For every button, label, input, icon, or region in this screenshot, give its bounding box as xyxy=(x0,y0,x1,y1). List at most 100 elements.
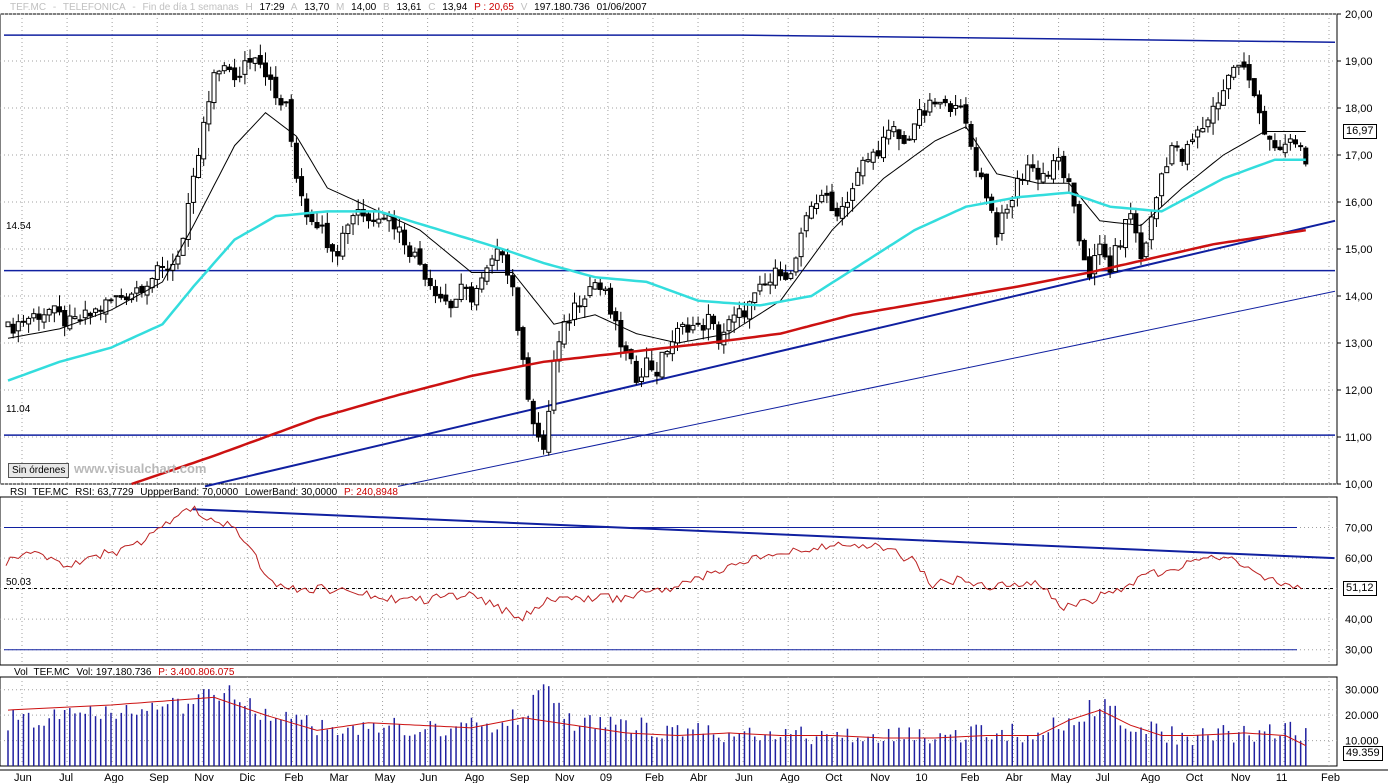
grid xyxy=(21,14,1330,766)
candle-body xyxy=(273,76,279,99)
candle-body xyxy=(1236,64,1242,68)
candle-body xyxy=(937,101,943,105)
candle-body xyxy=(1092,255,1098,275)
rsi-p: P: 240,8948 xyxy=(344,487,398,498)
candle-body xyxy=(324,222,330,249)
candle-body xyxy=(1076,204,1082,242)
candle-body xyxy=(1138,232,1144,260)
candle-body xyxy=(67,315,73,330)
candle-body xyxy=(1282,143,1288,154)
candle-body xyxy=(947,103,953,113)
candle-body xyxy=(206,101,212,125)
header-p: P : 20,65 xyxy=(474,2,514,13)
candle-body xyxy=(1164,166,1170,174)
candle-body xyxy=(1081,239,1087,261)
candle-body xyxy=(556,341,562,362)
candle-body xyxy=(1040,172,1046,183)
candle-body xyxy=(705,313,711,330)
y-tick-label: 19,00 xyxy=(1345,56,1373,68)
x-tick-label: Abr xyxy=(690,772,707,783)
x-tick-label: Mar xyxy=(329,772,348,783)
candle-body xyxy=(731,314,737,323)
candle-body xyxy=(93,308,99,313)
candle-body xyxy=(494,248,500,261)
rsi-y-tick-label: 70,00 xyxy=(1345,523,1373,535)
vol-p: P: 3.400.806.075 xyxy=(158,667,235,678)
candle-body xyxy=(87,312,93,317)
moving-average-line xyxy=(131,228,1306,486)
candle-body xyxy=(839,205,845,219)
rsi-value: RSI: 63,7729 xyxy=(75,487,134,498)
candle-body xyxy=(875,150,881,157)
candle-body xyxy=(1210,105,1216,124)
candle-body xyxy=(690,324,696,331)
candle-body xyxy=(314,222,320,229)
level-label-lower: 11.04 xyxy=(6,404,31,415)
candle-body xyxy=(381,217,387,220)
candle-body xyxy=(422,264,428,280)
candle-body xyxy=(577,305,583,308)
orders-status-badge[interactable]: Sin órdenes xyxy=(8,463,70,478)
candle-body xyxy=(335,251,341,257)
candle-body xyxy=(257,55,263,65)
candle-body xyxy=(515,287,521,331)
candle-body xyxy=(881,136,886,159)
x-tick-label: Sep xyxy=(510,772,530,783)
candle-body xyxy=(5,321,11,328)
candle-body xyxy=(407,245,413,257)
y-tick-label: 20,00 xyxy=(1345,9,1373,21)
candle-body xyxy=(793,257,799,273)
panel-frame xyxy=(0,676,1338,767)
candles xyxy=(5,44,1309,456)
candle-body xyxy=(484,267,490,282)
x-tick-label: Oct xyxy=(825,772,842,783)
last-volume-tag: 49.359 xyxy=(1343,746,1383,761)
candle-body xyxy=(711,315,717,325)
candle-body xyxy=(716,324,722,344)
x-tick-label: Sep xyxy=(149,772,169,783)
candle-body xyxy=(1050,160,1056,180)
x-tick-label: Nov xyxy=(555,772,575,783)
header-high: 14,00 xyxy=(351,2,377,13)
candle-body xyxy=(185,202,191,240)
header-period: Fin de día 1 semanas xyxy=(142,2,239,13)
candle-body xyxy=(299,176,305,197)
candle-body xyxy=(329,244,335,252)
candle-body xyxy=(1087,256,1092,278)
candle-body xyxy=(57,306,62,313)
candle-body xyxy=(680,323,686,327)
x-tick-label: Ago xyxy=(104,772,124,783)
candle-body xyxy=(1030,164,1036,169)
volume-y-tick-label: 10.000 xyxy=(1345,736,1379,748)
volume-bars xyxy=(7,684,1307,766)
candle-body xyxy=(999,212,1005,234)
y-tick-label: 15,00 xyxy=(1345,244,1373,256)
candle-body xyxy=(371,219,377,222)
candle-body xyxy=(82,309,88,319)
candle-body xyxy=(309,213,315,223)
y-tick-label: 10,00 xyxy=(1345,479,1373,491)
candle-body xyxy=(1174,145,1180,148)
candle-body xyxy=(1035,167,1041,180)
x-tick-label: 10 xyxy=(915,772,927,783)
candle-body xyxy=(592,282,598,290)
candle-body xyxy=(1287,138,1293,143)
candle-body xyxy=(1220,90,1226,106)
candle-body xyxy=(1179,149,1185,162)
x-tick-label: Jul xyxy=(1096,772,1110,783)
candle-body xyxy=(1117,245,1123,248)
header-time: 17:29 xyxy=(259,2,285,13)
candle-body xyxy=(139,285,145,293)
candle-body xyxy=(1262,110,1268,135)
candle-body xyxy=(1153,197,1159,220)
candle-body xyxy=(752,292,758,303)
candle-body xyxy=(520,327,526,360)
candle-body xyxy=(1133,213,1139,234)
header-open: 13,70 xyxy=(304,2,330,13)
candle-body xyxy=(602,288,608,292)
candle-body xyxy=(973,147,979,171)
x-tick-label: Feb xyxy=(645,772,664,783)
candle-body xyxy=(304,198,310,218)
candle-body xyxy=(417,248,423,265)
volume-average-line xyxy=(7,696,1307,747)
